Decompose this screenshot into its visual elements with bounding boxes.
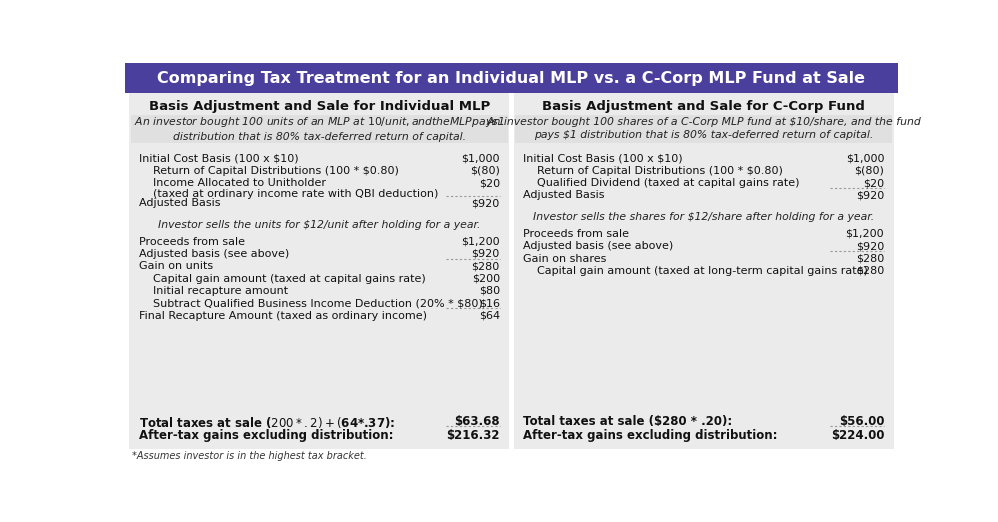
Text: $1,200: $1,200	[845, 229, 884, 239]
Text: Capital gain amount (taxed at capital gains rate): Capital gain amount (taxed at capital ga…	[153, 274, 425, 283]
Text: Basis Adjustment and Sale for Individual MLP: Basis Adjustment and Sale for Individual…	[149, 100, 490, 113]
Text: Basis Adjustment and Sale for C-Corp Fund: Basis Adjustment and Sale for C-Corp Fun…	[542, 100, 865, 113]
Text: Gain on units: Gain on units	[139, 262, 213, 271]
Text: $63.68: $63.68	[454, 416, 500, 428]
Text: Final Recapture Amount (taxed as ordinary income): Final Recapture Amount (taxed as ordinar…	[139, 311, 427, 321]
Text: $16: $16	[479, 298, 500, 309]
Text: $(80): $(80)	[854, 166, 884, 176]
Text: Income Allocated to Unitholder: Income Allocated to Unitholder	[153, 178, 325, 188]
Text: Gain on shares: Gain on shares	[523, 254, 607, 264]
Text: Initial recapture amount: Initial recapture amount	[153, 286, 287, 296]
Text: $64: $64	[479, 311, 500, 321]
Bar	[514, 93, 893, 449]
Text: After-tax gains excluding distribution:: After-tax gains excluding distribution:	[523, 429, 777, 442]
Text: An investor bought 100 units of an MLP at $10/unit, and the MLP pays $1
distribu: An investor bought 100 units of an MLP a…	[134, 115, 505, 143]
Text: Initial Cost Basis (100 x $10): Initial Cost Basis (100 x $10)	[523, 153, 683, 163]
Bar	[125, 63, 898, 93]
Text: Adjusted basis (see above): Adjusted basis (see above)	[139, 249, 289, 259]
Text: $920: $920	[472, 249, 500, 259]
Text: $920: $920	[472, 198, 500, 208]
Text: $224.00: $224.00	[830, 429, 884, 442]
Text: Initial Cost Basis (100 x $10): Initial Cost Basis (100 x $10)	[139, 153, 298, 163]
Text: Total taxes at sale ($200*.2)+($64*.37):: Total taxes at sale ($200*.2)+($64*.37):	[139, 416, 395, 430]
Text: $1,000: $1,000	[845, 153, 884, 163]
Text: $1,000: $1,000	[461, 153, 500, 163]
Text: $920: $920	[856, 241, 884, 251]
Bar	[515, 115, 892, 143]
Text: (taxed at ordinary income rate with QBI deduction): (taxed at ordinary income rate with QBI …	[153, 189, 438, 199]
Text: $80: $80	[479, 286, 500, 296]
Text: Proceeds from sale: Proceeds from sale	[139, 236, 245, 247]
Text: Comparing Tax Treatment for an Individual MLP vs. a C-Corp MLP Fund at Sale: Comparing Tax Treatment for an Individua…	[158, 70, 865, 86]
Text: $56.00: $56.00	[838, 416, 884, 428]
Text: Total taxes at sale ($280 * .20):: Total taxes at sale ($280 * .20):	[523, 416, 733, 428]
Text: Qualified Dividend (taxed at capital gains rate): Qualified Dividend (taxed at capital gai…	[537, 178, 799, 188]
Text: $920: $920	[856, 191, 884, 200]
Text: Adjusted basis (see above): Adjusted basis (see above)	[523, 241, 674, 251]
Text: Investor sells the shares for $12/share after holding for a year.: Investor sells the shares for $12/share …	[533, 212, 874, 222]
Text: Proceeds from sale: Proceeds from sale	[523, 229, 629, 239]
Text: $20: $20	[863, 178, 884, 188]
Text: After-tax gains excluding distribution:: After-tax gains excluding distribution:	[139, 429, 393, 442]
Text: Investor sells the units for $12/unit after holding for a year.: Investor sells the units for $12/unit af…	[158, 220, 480, 230]
Text: $280: $280	[856, 254, 884, 264]
Text: Adjusted Basis: Adjusted Basis	[523, 191, 605, 200]
Text: $280: $280	[472, 262, 500, 271]
Bar	[130, 93, 509, 449]
Text: $(80): $(80)	[470, 166, 500, 176]
Text: Return of Capital Distributions (100 * $0.80): Return of Capital Distributions (100 * $…	[537, 166, 782, 176]
Bar	[131, 115, 508, 143]
Text: $216.32: $216.32	[446, 429, 500, 442]
Text: Capital gain amount (taxed at long-term capital gains rate): Capital gain amount (taxed at long-term …	[537, 266, 868, 276]
Text: An investor bought 100 shares of a C-Corp MLP fund at $10/share, and the fund
pa: An investor bought 100 shares of a C-Cor…	[486, 117, 921, 140]
Text: *Assumes investor is in the highest tax bracket.: *Assumes investor is in the highest tax …	[133, 450, 367, 461]
Text: $280: $280	[856, 266, 884, 276]
Text: Return of Capital Distributions (100 * $0.80): Return of Capital Distributions (100 * $…	[153, 166, 398, 176]
Text: Adjusted Basis: Adjusted Basis	[139, 198, 221, 208]
Text: $20: $20	[479, 179, 500, 188]
Text: $1,200: $1,200	[461, 236, 500, 247]
Text: Subtract Qualified Business Income Deduction (20% * $80): Subtract Qualified Business Income Deduc…	[153, 298, 482, 309]
Text: $200: $200	[472, 274, 500, 283]
